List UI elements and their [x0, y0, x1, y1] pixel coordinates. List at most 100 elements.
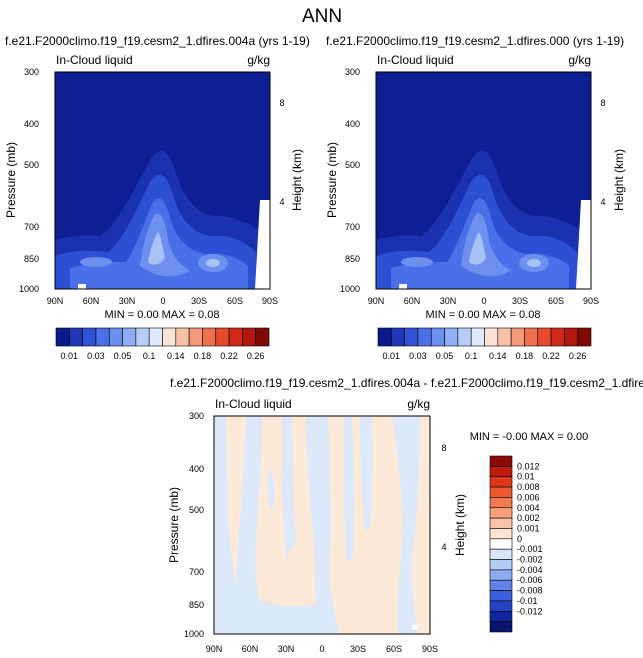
- colorbar-label: -0.012: [517, 606, 543, 616]
- panel-c-x-tick: 60N: [242, 644, 259, 654]
- panel-c-y-tick: 850: [189, 600, 204, 610]
- panel-a-y2-tick: 4: [279, 197, 284, 207]
- colorbar-swatch: [489, 507, 513, 519]
- panel-c-x-tick: 90S: [422, 644, 438, 654]
- panel-b-y-tick: 850: [345, 254, 360, 264]
- colorbar-label: 0.26: [247, 351, 265, 361]
- panel-b: f.e21.F2000climo.f19_f19.cesm2_1.dfires.…: [325, 34, 626, 321]
- panel-c-title: f.e21.F2000climo.f19_f19.cesm2_1.dfires.…: [170, 376, 643, 390]
- colorbar-label: 0.01: [61, 351, 79, 361]
- colorbar-swatch: [215, 327, 230, 347]
- panel-a-frame: [54, 71, 271, 290]
- colorbar-label: 0.006: [517, 492, 540, 502]
- panel-a-x-tick: 90S: [262, 296, 278, 306]
- colorbar-swatch: [489, 548, 513, 560]
- colorbar-label: 0.001: [517, 523, 540, 533]
- panel-c-y2-ticks: 8 4: [441, 443, 446, 552]
- colorbar-label: 0.1: [465, 351, 478, 361]
- panel-c-y2label: Height (km): [453, 494, 467, 556]
- panel-a-y2label: Height (km): [290, 149, 304, 211]
- colorbar-label: 0.012: [517, 461, 540, 471]
- panel-c-right-label: g/kg: [407, 397, 430, 411]
- colorbar-label: -0.01: [517, 596, 538, 606]
- colorbar-label: -0.001: [517, 544, 543, 554]
- panel-a-right-label: g/kg: [247, 53, 270, 67]
- colorbar-swatch: [489, 486, 513, 498]
- colorbar-label: 0.03: [87, 351, 105, 361]
- colorbar-label: -0.008: [517, 586, 543, 596]
- panel-a-y-ticks: 300 400 500 700 850 1000: [19, 67, 39, 294]
- colorbar-label: 0: [517, 534, 522, 544]
- panel-a-x-ticks: 90N 60N 30N 0 30S 60S 90S: [47, 296, 278, 306]
- panel-a-x-tick: 30N: [119, 296, 136, 306]
- colorbar-swatch: [470, 327, 485, 347]
- panel-a-x-tick: 30S: [191, 296, 207, 306]
- panel-a-y-tick: 850: [24, 254, 39, 264]
- panel-c-y-tick: 700: [189, 567, 204, 577]
- colorbar-label: 0.01: [517, 472, 535, 482]
- colorbar-swatch: [510, 327, 525, 347]
- panel-b-y2-ticks: 8 4: [600, 98, 605, 207]
- colorbar-label: -0.006: [517, 575, 543, 585]
- panel-b-frame: [375, 71, 592, 290]
- colorbar-swatch: [255, 327, 270, 347]
- panel-c-left-label: In-Cloud liquid: [215, 397, 292, 411]
- colorbar-label: -0.002: [517, 555, 543, 565]
- panel-a-y-tick: 300: [24, 67, 39, 77]
- panel-c-field: [214, 416, 430, 634]
- panel-b-x-tick: 30S: [512, 296, 528, 306]
- colorbar-swatch: [489, 600, 513, 612]
- colorbar-label: 0.14: [167, 351, 185, 361]
- panel-b-x-ticks: 90N 60N 30N 0 30S 60S 90S: [368, 296, 599, 306]
- panel-b-minmax: MIN = 0.00 MAX = 0.08: [426, 309, 541, 321]
- page-title: ANN: [302, 6, 342, 27]
- colorbar-swatch: [489, 610, 513, 622]
- panel-a-x-tick: 0: [160, 296, 165, 306]
- colorbar-swatch: [489, 466, 513, 478]
- colorbar-swatch: [95, 327, 110, 347]
- colorbar-swatch: [377, 327, 392, 347]
- panel-b-right-label: g/kg: [568, 53, 591, 67]
- panel-a-left-label: In-Cloud liquid: [56, 53, 133, 67]
- colorbar-swatch: [188, 327, 203, 347]
- panel-b-x-tick: 90N: [368, 296, 385, 306]
- panel-b-field: [376, 72, 591, 289]
- colorbar-swatch: [242, 327, 256, 347]
- colorbar-swatch: [489, 517, 513, 529]
- colorbar-swatch: [537, 327, 552, 347]
- panel-a-minmax: MIN = 0.00 MAX = 0.08: [105, 309, 220, 321]
- panel-b-x-tick: 90S: [583, 296, 599, 306]
- colorbar-top-a: 0.01 0.03 0.05 0.1 0.14 0.18 0.22 0.26: [55, 327, 270, 361]
- colorbar-swatch: [430, 327, 445, 347]
- colorbar-swatch: [148, 327, 163, 347]
- panel-c: f.e21.F2000climo.f19_f19.cesm2_1.dfires.…: [167, 376, 643, 654]
- panel-a-y-tick: 1000: [19, 284, 39, 294]
- panel-c-x-tick: 30N: [278, 644, 295, 654]
- panel-c-x-tick: 0: [319, 644, 324, 654]
- panel-a-y2-ticks: 8 4: [279, 98, 284, 207]
- panel-c-x-tick: 30S: [350, 644, 366, 654]
- panel-a-x-tick: 60S: [227, 296, 243, 306]
- colorbar-label: 0.01: [383, 351, 401, 361]
- colorbar-swatch: [457, 327, 472, 347]
- colorbar-swatch: [564, 327, 578, 347]
- panel-a-ylabel: Pressure (mb): [4, 142, 18, 218]
- colorbar-label: 0.03: [409, 351, 427, 361]
- colorbar-label: 0.18: [194, 351, 212, 361]
- panel-c-y-tick: 300: [189, 411, 204, 421]
- panel-b-left-label: In-Cloud liquid: [377, 53, 454, 67]
- colorbar-label: 0.008: [517, 482, 540, 492]
- colorbar-swatch: [228, 327, 243, 347]
- colorbar-swatch: [55, 327, 70, 347]
- panel-c-y-tick: 500: [189, 505, 204, 515]
- colorbar-label: 0.1: [143, 351, 156, 361]
- panel-a: f.e21.F2000climo.f19_f19.cesm2_1.dfires.…: [4, 34, 310, 321]
- panel-b-y-ticks: 300 400 500 700 850 1000: [340, 67, 360, 294]
- colorbar-label: 0.05: [114, 351, 132, 361]
- panel-c-y-tick: 1000: [184, 629, 204, 639]
- colorbar-label: 0.05: [436, 351, 454, 361]
- panel-a-y2-tick: 8: [279, 98, 284, 108]
- panel-b-title: f.e21.F2000climo.f19_f19.cesm2_1.dfires.…: [326, 34, 624, 48]
- colorbar-swatch: [391, 327, 405, 347]
